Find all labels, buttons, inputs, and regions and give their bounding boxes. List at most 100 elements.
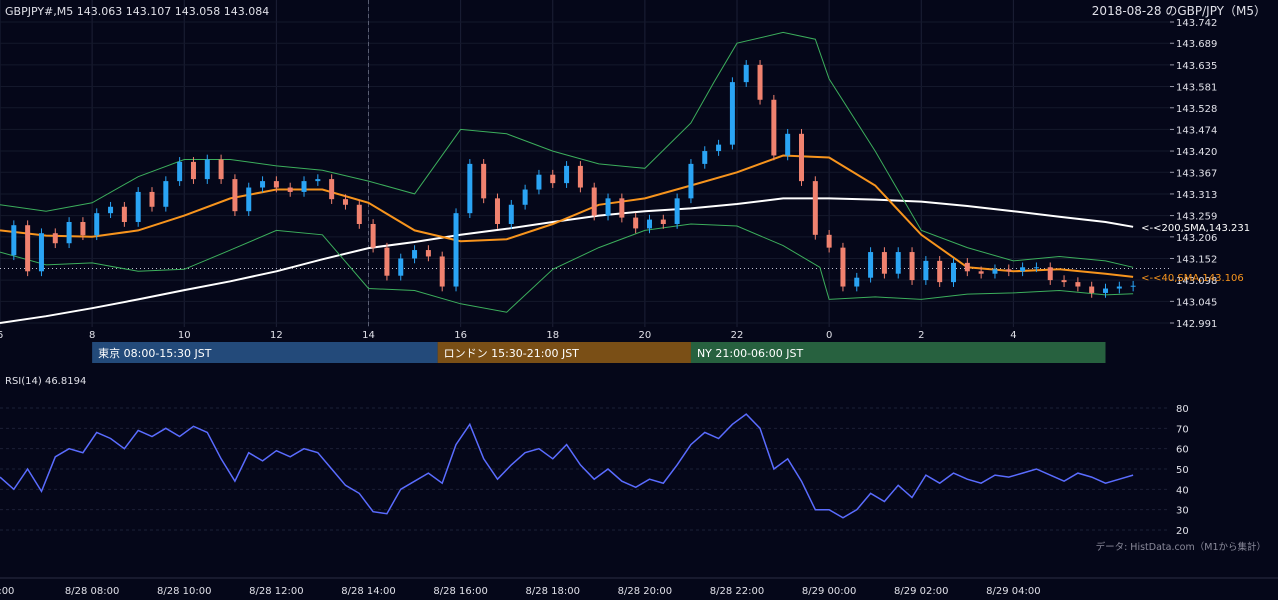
candle-body: [494, 198, 500, 225]
y-tick-label: 143.206: [1176, 233, 1217, 244]
y-tick-label: 143.367: [1176, 168, 1217, 179]
candle-body: [1047, 267, 1053, 281]
y-tick-label: 143.098: [1176, 276, 1217, 287]
session-label: NY 21:00-06:00 JST: [697, 347, 804, 360]
candle-body: [743, 64, 749, 83]
candle-body: [605, 198, 611, 216]
series-line-bb-lower: [0, 223, 1134, 313]
bottom-tick-label: 8/28 18:00: [526, 586, 580, 597]
candle-body: [287, 187, 293, 192]
rsi-title: RSI(14) 46.8194: [5, 376, 86, 387]
y-tick-label: 143.474: [1176, 125, 1217, 136]
x-tick-label: 4: [1010, 330, 1016, 341]
candle-body: [218, 159, 224, 180]
candle-body: [757, 64, 763, 100]
candle-body: [895, 252, 901, 274]
x-tick-label: 22: [731, 330, 744, 341]
y-tick-label: 143.259: [1176, 212, 1217, 223]
candle-body: [467, 163, 473, 214]
candle-body: [453, 213, 459, 287]
rsi-grid: [0, 407, 1170, 531]
bottom-tick-label: 8/28 16:00: [433, 586, 487, 597]
candle-body: [716, 144, 722, 152]
candle-body: [1075, 282, 1081, 287]
session-block: [437, 342, 691, 363]
candle-body: [398, 258, 404, 276]
candle-body: [937, 260, 943, 283]
rsi-tick-label: 80: [1176, 404, 1189, 415]
candle-body: [412, 250, 418, 259]
session-bar: 東京 08:00-15:30 JST ロンドン 15:30-21:00 JST NY…: [92, 342, 1106, 363]
rsi-tick-label: 50: [1176, 465, 1189, 476]
bottom-tick-label: 8/28 22:00: [710, 586, 764, 597]
rsi-line: [0, 413, 1134, 519]
candle-body: [729, 82, 735, 145]
session-block: [690, 342, 1106, 363]
y-tick-label: 143.742: [1176, 18, 1217, 29]
y-tick-label: 143.635: [1176, 61, 1217, 72]
candle-body: [785, 133, 791, 156]
candle-body: [854, 277, 860, 287]
candle-body: [798, 133, 804, 182]
candle-body: [812, 181, 818, 235]
bottom-tick-label: 8/28 14:00: [341, 586, 395, 597]
y-tick-label: 143.420: [1176, 147, 1217, 158]
candle-body: [38, 233, 44, 272]
candle-body: [674, 198, 680, 225]
candle-body: [204, 159, 210, 180]
candle-body: [1061, 280, 1067, 283]
candle-body: [425, 250, 431, 257]
candle-body: [909, 252, 915, 281]
candle-body: [163, 181, 169, 207]
candle-body: [591, 187, 597, 216]
candle-body: [522, 189, 528, 205]
rsi-series: [0, 413, 1134, 519]
x-tick-label: 20: [639, 330, 652, 341]
y-tick-label: 143.689: [1176, 39, 1217, 50]
candle-body: [1089, 286, 1095, 293]
candle-body: [177, 161, 183, 182]
indicator-labels: <-<200,SMA,143.231 <-<40,SMA,143.106: [1141, 223, 1250, 284]
candle-body: [564, 165, 570, 184]
candle-body: [619, 198, 625, 218]
candle-body: [1116, 286, 1122, 289]
candle-body: [550, 174, 556, 184]
candle-body: [508, 204, 514, 225]
session-label: ロンドン 15:30-21:00 JST: [444, 347, 580, 360]
candle-body: [246, 187, 252, 212]
y-tick-label: 142.991: [1176, 319, 1217, 330]
series-line-bb-upper: [0, 31, 1134, 268]
candle-body: [315, 179, 321, 182]
candle-body: [660, 219, 666, 225]
candle-body: [66, 221, 72, 244]
candle-body: [384, 247, 390, 276]
candle-body: [826, 234, 832, 248]
rsi-axis: 80 70 60 50 40 30 20: [1176, 404, 1189, 537]
y-tick-label: 143.313: [1176, 190, 1217, 201]
candle-body: [1103, 288, 1109, 293]
bottom-time-axis: 06:00 8/28 08:00 8/28 10:00 8/28 12:00 8/28 …: [0, 577, 1278, 597]
series-line-200-sma: [0, 197, 1134, 324]
candle-body: [1130, 285, 1136, 287]
bottom-tick-label: 8/29 04:00: [986, 586, 1040, 597]
candle-body: [94, 213, 100, 236]
candle-body: [121, 206, 127, 222]
main-price-axis: 143.742 143.689 143.635 143.581 143.528 143.4…: [1170, 18, 1217, 330]
bottom-tick-label: 8/29 02:00: [894, 586, 948, 597]
candle-body: [11, 225, 17, 256]
candle-body: [149, 191, 155, 207]
candle-body: [301, 181, 307, 192]
candle-body: [702, 151, 708, 164]
bottom-tick-label: 8/29 00:00: [802, 586, 856, 597]
candle-body: [536, 174, 542, 190]
x-tick-label: 0: [826, 330, 832, 341]
candle-body: [923, 260, 929, 281]
main-chart-series: [0, 31, 1136, 324]
x-tick-label: 16: [454, 330, 467, 341]
candle-body: [978, 271, 984, 274]
candle-body: [260, 181, 266, 188]
candle-body: [356, 204, 362, 225]
bottom-tick-label: 8/28 08:00: [65, 586, 119, 597]
candle-body: [232, 179, 238, 212]
